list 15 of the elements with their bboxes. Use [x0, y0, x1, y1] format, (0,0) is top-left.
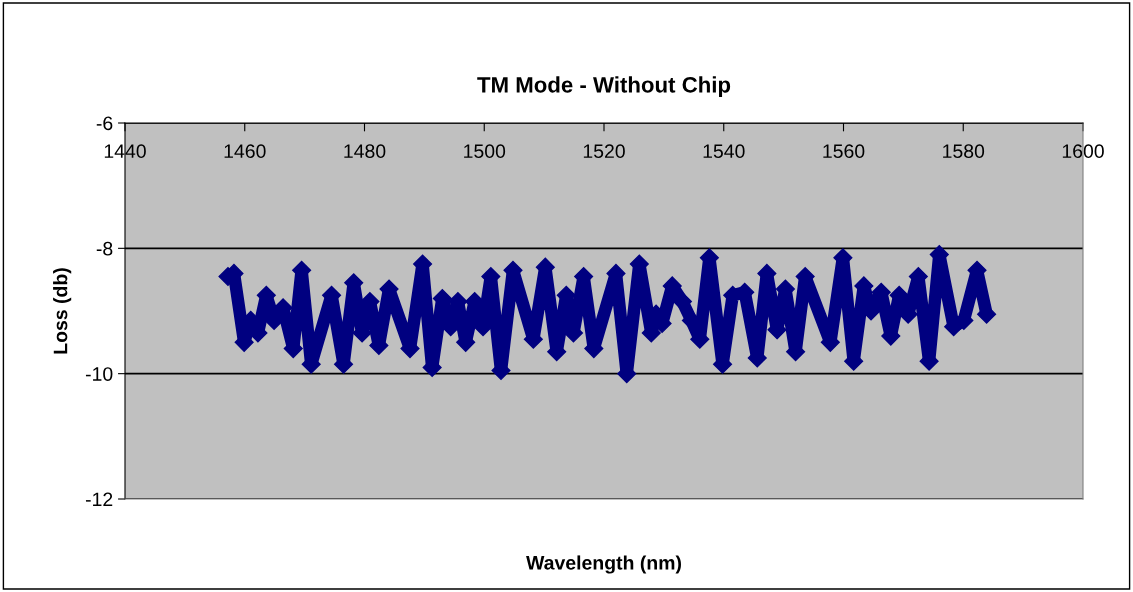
y-axis-title: Loss (db): [53, 268, 72, 354]
y-tick-label: -6: [96, 116, 113, 131]
x-tick-label: 1500: [464, 144, 506, 159]
chart-title: TM Mode - Without Chip: [477, 76, 731, 98]
x-tick-label: 1460: [224, 144, 266, 159]
x-axis-title: Wavelength (nm): [526, 555, 681, 574]
y-tick-label: -10: [85, 367, 113, 381]
x-tick-label: 1520: [583, 144, 625, 159]
x-tick-label: 1580: [943, 144, 985, 159]
y-tick-label: -12: [85, 492, 113, 507]
y-tick-label: -8: [96, 241, 113, 256]
x-tick-label: 1480: [344, 144, 386, 159]
x-tick-label: 1560: [823, 144, 865, 159]
x-tick-label: 1540: [703, 144, 745, 159]
x-tick-label: 1600: [1062, 144, 1104, 159]
